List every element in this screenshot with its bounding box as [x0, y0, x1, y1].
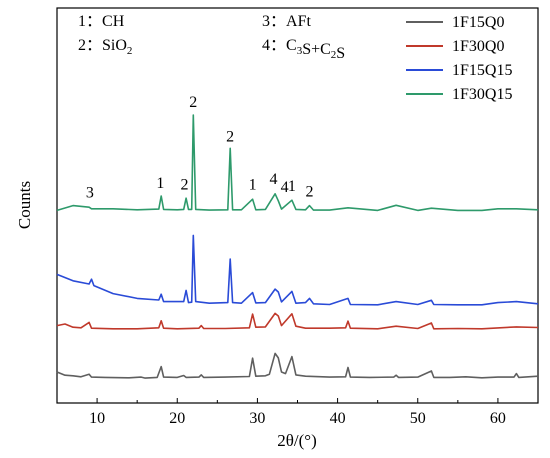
x-tick-label-40: 40: [330, 410, 346, 427]
legend-label-1F15Q0: 1F15Q0: [452, 14, 504, 31]
series-line-1F30Q0: [56, 312, 539, 330]
key-4b-subscript: 2: [331, 49, 337, 61]
peak-label-4: 2: [226, 129, 234, 146]
x-axis: 10 20 30 40 50 60: [56, 398, 539, 427]
legend-label-1F30Q15: 1F30Q15: [452, 86, 512, 103]
key-2a-text: SiO: [102, 37, 127, 54]
series-layer: [56, 114, 539, 379]
x-tick-label-50: 50: [410, 410, 426, 427]
key-3a-text: AFt: [286, 13, 311, 30]
series-line-1F15Q15: [56, 234, 539, 306]
key-item-4: 4：C3S+C2S: [262, 37, 345, 62]
key-marker-1: 1：: [78, 13, 102, 30]
key-marker-3: 3：: [262, 13, 286, 30]
key-4a-subscript: 3: [297, 45, 303, 57]
y-axis-title: Counts: [15, 181, 34, 229]
series-line-1F30Q15: [56, 114, 539, 212]
x-axis-title: 2θ/(°): [277, 431, 317, 450]
legend-label-1F30Q0: 1F30Q0: [452, 38, 504, 55]
key-4c-text: S: [336, 45, 345, 62]
x-tick-label-60: 60: [490, 410, 506, 427]
key-item-3: 3：AFt: [262, 13, 311, 30]
peak-label-1: 1: [156, 175, 164, 192]
peak-label-2: 2: [180, 177, 188, 194]
x-tick-label-10: 10: [89, 410, 105, 427]
peak-label-7: 4: [281, 179, 289, 196]
peak-label-0: 3: [86, 185, 94, 202]
legend: 1F15Q0 1F30Q0 1F15Q15 1F30Q15: [406, 14, 512, 103]
key-2a-subscript: 2: [127, 45, 133, 57]
key-4b-text: S+C: [302, 41, 331, 58]
key-item-2: 2：SiO2: [78, 37, 132, 57]
key-item-1: 1：CH: [78, 13, 125, 30]
peak-label-8: 1: [288, 178, 296, 195]
series-line-1F15Q0: [56, 352, 539, 379]
key-1a-text: CH: [102, 13, 125, 30]
peak-label-6: 4: [269, 171, 277, 188]
peak-label-5: 1: [249, 176, 257, 193]
legend-label-1F15Q15: 1F15Q15: [452, 62, 512, 79]
key-4a-text: C: [286, 37, 297, 54]
key-marker-4: 4：: [262, 37, 286, 54]
x-tick-label-30: 30: [249, 410, 265, 427]
x-tick-label-20: 20: [169, 410, 185, 427]
peak-label-9: 2: [306, 184, 314, 201]
key-marker-2: 2：: [78, 37, 102, 54]
peak-label-3: 2: [189, 94, 197, 111]
